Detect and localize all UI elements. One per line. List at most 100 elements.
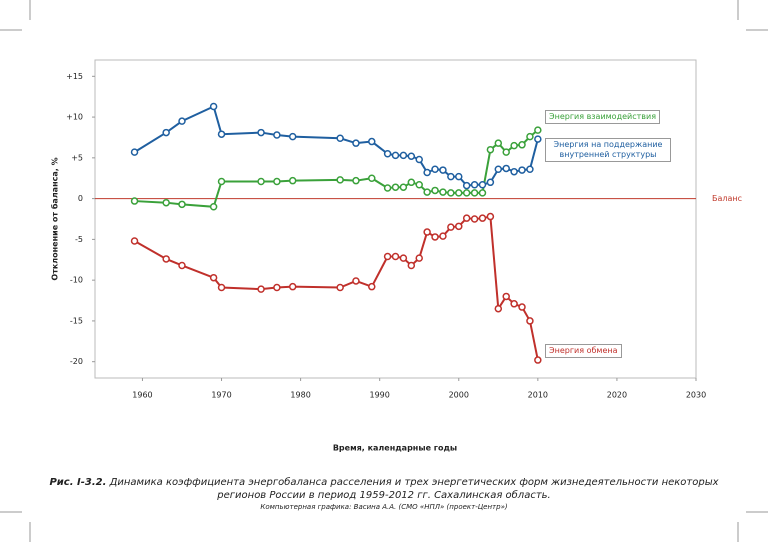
data-point [368, 137, 376, 146]
data-point [518, 166, 526, 174]
data-point [391, 151, 400, 160]
data-point [288, 176, 297, 185]
data-point [462, 214, 471, 222]
y-tick-label: +15 [66, 72, 83, 81]
data-point [383, 150, 392, 158]
data-point [431, 233, 439, 241]
x-tick-label: 2000 [449, 391, 469, 400]
data-point [352, 277, 360, 285]
data-point [162, 198, 170, 207]
y-tick-label: -15 [70, 316, 83, 325]
data-point [415, 181, 423, 189]
series-label: Энергия взаимодействия [545, 110, 661, 124]
data-point [407, 152, 416, 160]
data-point [494, 165, 503, 174]
data-point [518, 303, 526, 311]
data-point [486, 212, 495, 221]
data-point [399, 183, 408, 191]
data-point [423, 168, 431, 177]
data-point [273, 283, 281, 292]
data-point [178, 261, 186, 270]
data-point [502, 164, 510, 173]
y-tick-label: +5 [71, 153, 83, 162]
data-point [336, 283, 344, 292]
y-tick-label: -10 [70, 276, 83, 285]
data-point [162, 255, 170, 263]
data-point [439, 166, 447, 174]
x-tick-label: 2020 [607, 391, 627, 400]
data-point [478, 189, 487, 197]
series-line [134, 215, 539, 361]
data-point [502, 148, 510, 156]
data-point [273, 131, 281, 139]
data-point [209, 102, 218, 111]
data-point [534, 356, 542, 364]
data-point [526, 317, 534, 325]
caption-number: Рис. I-3.2. [49, 477, 107, 488]
caption: Рис. I-3.2. Динамика коэффициента энерго… [40, 476, 728, 502]
data-point [447, 172, 455, 181]
data-point [391, 252, 400, 261]
data-point [510, 141, 518, 150]
data-point [352, 176, 360, 185]
data-point [257, 285, 265, 293]
data-point [431, 165, 439, 174]
data-point [288, 282, 297, 291]
data-point [494, 304, 503, 313]
data-point [518, 141, 526, 149]
data-point [439, 188, 447, 196]
data-point [470, 189, 479, 197]
data-point [462, 181, 471, 190]
data-point [439, 232, 447, 240]
data-point [257, 177, 265, 186]
caption-text: Динамика коэффициента энергобаланса расс… [109, 477, 719, 501]
y-axis-label: Отклонение от баланса, % [50, 157, 60, 280]
data-point [462, 189, 471, 197]
data-point [178, 200, 186, 209]
data-point [510, 300, 518, 308]
data-point [526, 132, 534, 141]
data-point [383, 184, 392, 192]
data-point [478, 214, 487, 222]
data-point [526, 165, 534, 174]
x-axis-label: Время, календарные годы [333, 444, 457, 453]
data-point [502, 292, 510, 301]
x-tick-label: 2030 [686, 391, 706, 400]
data-point [130, 148, 139, 156]
x-tick-label: 1980 [290, 391, 310, 400]
data-point [470, 215, 479, 223]
data-point [178, 117, 186, 125]
data-point [217, 130, 226, 138]
data-point [368, 282, 376, 291]
data-point [209, 203, 218, 211]
x-tick-label: 1990 [370, 391, 390, 400]
x-tick-label: 1960 [132, 391, 152, 400]
series-line [134, 105, 539, 187]
series-label: Энергия на поддержание внутренней структ… [545, 138, 671, 162]
data-point [217, 177, 226, 186]
data-point [431, 186, 439, 195]
x-tick-label: 2010 [528, 391, 548, 400]
data-point [130, 237, 139, 245]
y-tick-label: 0 [78, 194, 83, 203]
data-point [368, 174, 376, 182]
data-point [383, 252, 392, 261]
data-point [494, 139, 503, 147]
data-point [162, 128, 170, 137]
data-point [415, 254, 423, 262]
data-point [273, 177, 281, 186]
data-point [486, 145, 495, 154]
data-point [534, 126, 542, 134]
data-point [510, 167, 518, 176]
y-tick-label: -20 [70, 357, 83, 366]
data-point [423, 228, 431, 236]
data-point [399, 151, 408, 160]
series-label: Энергия обмена [545, 344, 622, 358]
data-point [352, 139, 360, 147]
data-point [257, 128, 265, 137]
data-point [217, 283, 226, 292]
baseline-label: Баланс [712, 194, 742, 203]
plot-frame [94, 59, 697, 379]
y-tick-label: +10 [66, 113, 83, 122]
